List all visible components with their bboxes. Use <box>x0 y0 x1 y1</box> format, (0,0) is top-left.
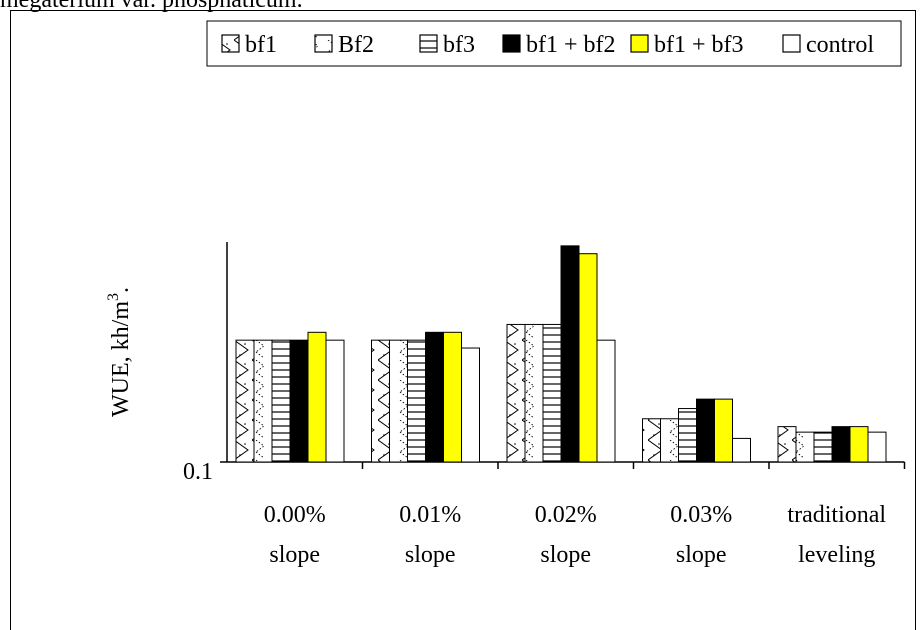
legend-swatch <box>221 34 240 53</box>
bar-bf3-1 <box>271 339 291 463</box>
bar-bf2-4 <box>660 418 679 463</box>
plot-area: 0.1 0.00% slope 0.01% slope 0.02% slope 0.03% sl… <box>183 242 906 568</box>
bar-bf1-bf2-3 <box>560 245 580 463</box>
legend-swatch <box>630 34 649 53</box>
legend-label: bf3 <box>443 32 475 58</box>
chart-legend: bf1 Bf2 bf3 bf1 + bf2 bf1 + bf3 control <box>206 20 902 67</box>
legend-label: bf1 <box>245 32 277 58</box>
x-tick-label: 0.03% <box>670 502 732 528</box>
legend-label: bf1 + bf2 <box>526 32 616 58</box>
legend-label: bf1 + bf3 <box>654 32 744 58</box>
bar-control-1 <box>325 339 345 463</box>
bar-bf1-bf2-1 <box>289 339 309 463</box>
legend-swatch <box>314 34 333 53</box>
legend-swatch <box>502 34 521 53</box>
bar-bf1-bf3-5 <box>849 426 869 463</box>
bar-bf3-5 <box>813 431 833 463</box>
x-tick-label-line2: slope <box>540 542 591 568</box>
bar-bf2-1 <box>253 339 273 463</box>
x-tick-label-line2: slope <box>269 542 320 568</box>
y-tick-label: 0.1 <box>183 459 213 485</box>
bar-bf1-bf2-5 <box>831 426 851 463</box>
bar-bf1-1 <box>235 339 255 463</box>
x-tick-label: traditional <box>787 502 886 528</box>
x-tick-label: 0.00% <box>264 502 326 528</box>
bar-bf1-bf3-2 <box>443 331 462 463</box>
bar-bf1-bf3-4 <box>714 398 733 463</box>
bar-bf1-3 <box>506 323 526 463</box>
x-tick-label: 0.02% <box>535 502 597 528</box>
x-tick-label: 0.01% <box>399 502 461 528</box>
legend-swatch <box>782 34 801 53</box>
bar-bf3-3 <box>542 323 562 463</box>
x-tick-label-line2: leveling <box>798 542 875 568</box>
bar-bf2-3 <box>524 323 544 463</box>
bar-bf3-4 <box>678 408 697 463</box>
header-text-fragment: megaterium var. phosphaticum. <box>0 0 303 13</box>
bar-bf1-bf3-1 <box>307 331 327 463</box>
bar-control-3 <box>596 339 616 463</box>
y-axis-label: WUE, kh/m3. <box>105 287 134 417</box>
bar-bf1-2 <box>371 339 390 463</box>
bar-bf1-4 <box>642 418 661 463</box>
bar-bf1-bf2-4 <box>696 398 715 463</box>
x-tick-label-line2: slope <box>676 542 727 568</box>
bar-bf1-5 <box>777 426 797 463</box>
bar-bf3-2 <box>407 339 426 463</box>
bar-bf1-bf2-2 <box>425 331 444 463</box>
bar-control-2 <box>461 347 480 463</box>
legend-label: Bf2 <box>338 32 374 58</box>
chart-frame <box>10 10 916 630</box>
x-tick-label-line2: slope <box>405 542 456 568</box>
bar-bf1-bf3-3 <box>578 253 598 463</box>
bar-control-4 <box>732 437 751 463</box>
bar-control-5 <box>867 431 887 463</box>
legend-swatch <box>419 34 438 53</box>
bar-bf2-2 <box>389 339 408 463</box>
bar-bf2-5 <box>795 431 815 463</box>
legend-label: control <box>806 32 874 58</box>
